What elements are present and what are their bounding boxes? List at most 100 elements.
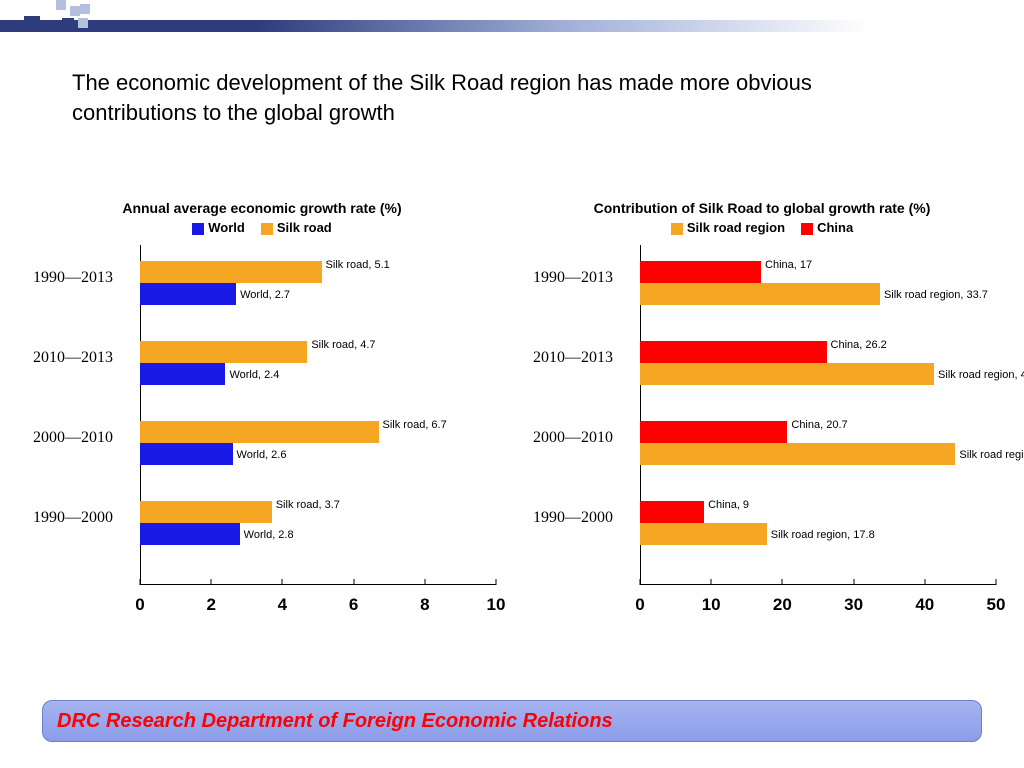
x-tick-label: 0: [135, 595, 144, 615]
tick-mark: [140, 579, 141, 585]
bar: [140, 261, 322, 283]
category-label: 2010—2013: [18, 349, 128, 367]
legend-label: Silk road region: [687, 220, 785, 235]
category-label: 1990—2013: [18, 269, 128, 287]
x-tick-label: 10: [487, 595, 506, 615]
chart-left: Annual average economic growth rate (%) …: [28, 200, 496, 615]
x-tick-label: 10: [702, 595, 721, 615]
footer-band: DRC Research Department of Foreign Econo…: [42, 700, 982, 742]
tick-mark: [924, 579, 925, 585]
category-label: 1990—2000: [518, 509, 628, 527]
charts-row: Annual average economic growth rate (%) …: [28, 200, 996, 615]
bar-value-label: Silk road, 3.7: [276, 499, 340, 511]
bar-value-label: Silk road region, 33.7: [884, 289, 988, 301]
legend-swatch: [671, 223, 683, 235]
legend-label: World: [208, 220, 245, 235]
tick-mark: [640, 579, 641, 585]
legend-label: Silk road: [277, 220, 332, 235]
bar: [640, 421, 787, 443]
bar: [140, 283, 236, 305]
tick-mark: [282, 579, 283, 585]
bar: [140, 501, 272, 523]
bar: [640, 523, 767, 545]
legend-item: Silk road region: [671, 220, 785, 235]
bar: [640, 501, 704, 523]
category-label: 2000—2010: [18, 429, 128, 447]
bar-value-label: Silk road, 4.7: [311, 339, 375, 351]
tick-mark: [853, 579, 854, 585]
bar-value-label: China, 20.7: [791, 419, 847, 431]
bar-value-label: World, 2.6: [237, 449, 287, 461]
x-tick-label: 50: [987, 595, 1006, 615]
bar-value-label: China, 9: [708, 499, 749, 511]
deco-square: [70, 6, 80, 16]
x-axis: [140, 584, 496, 585]
x-tick-label: 20: [773, 595, 792, 615]
legend-item: China: [801, 220, 853, 235]
bar-group: 1990—2000China, 9Silk road region, 17.8: [640, 495, 996, 567]
bar-value-label: World, 2.4: [229, 369, 279, 381]
x-tick-label: 40: [915, 595, 934, 615]
bar: [640, 261, 761, 283]
bar-value-label: Silk road region, 44.3: [959, 449, 1024, 461]
bar-group: 1990—2013Silk road, 5.1World, 2.7: [140, 255, 496, 327]
chart-right-legend: Silk road region China: [528, 220, 996, 235]
category-label: 2010—2013: [518, 349, 628, 367]
bar-group: 1990—2000Silk road, 3.7World, 2.8: [140, 495, 496, 567]
header-deco: [0, 0, 1024, 42]
bar-value-label: Silk road, 5.1: [326, 259, 390, 271]
legend-item: Silk road: [261, 220, 332, 235]
chart-left-title: Annual average economic growth rate (%): [28, 200, 496, 216]
bar: [140, 443, 233, 465]
x-tick-label: 30: [844, 595, 863, 615]
bar-value-label: Silk road, 6.7: [383, 419, 447, 431]
bar: [140, 523, 240, 545]
category-label: 1990—2000: [18, 509, 128, 527]
tick-mark: [996, 579, 997, 585]
chart-right-plot: 1990—2013China, 17Silk road region, 33.7…: [640, 245, 996, 615]
bar: [140, 363, 225, 385]
tick-mark: [496, 579, 497, 585]
x-tick-label: 6: [349, 595, 358, 615]
tick-mark: [711, 579, 712, 585]
tick-mark: [353, 579, 354, 585]
bar-group: 1990—2013China, 17Silk road region, 33.7: [640, 255, 996, 327]
bar-value-label: China, 17: [765, 259, 812, 271]
deco-square: [62, 18, 74, 30]
bar-value-label: World, 2.7: [240, 289, 290, 301]
category-label: 2000—2010: [518, 429, 628, 447]
bar-value-label: Silk road region, 17.8: [771, 529, 875, 541]
chart-right: Contribution of Silk Road to global grow…: [528, 200, 996, 615]
legend-label: China: [817, 220, 853, 235]
deco-square: [24, 16, 40, 32]
legend-swatch: [261, 223, 273, 235]
x-tick-label: 8: [420, 595, 429, 615]
bar-value-label: Silk road region, 41.3: [938, 369, 1024, 381]
legend-item: World: [192, 220, 245, 235]
footer-text: DRC Research Department of Foreign Econo…: [57, 710, 613, 733]
deco-square: [80, 4, 90, 14]
bar-group: 2000—2010China, 20.7Silk road region, 44…: [640, 415, 996, 487]
bar: [640, 443, 955, 465]
deco-square: [78, 18, 88, 28]
x-tick-label: 4: [278, 595, 287, 615]
chart-left-legend: World Silk road: [28, 220, 496, 235]
bar-value-label: World, 2.8: [244, 529, 294, 541]
x-tick-label: 2: [206, 595, 215, 615]
bar: [640, 341, 827, 363]
bar: [640, 363, 934, 385]
bar-group: 2010—2013Silk road, 4.7World, 2.4: [140, 335, 496, 407]
x-axis: [640, 584, 996, 585]
category-label: 1990—2013: [518, 269, 628, 287]
bar: [140, 341, 307, 363]
bar: [140, 421, 379, 443]
legend-swatch: [801, 223, 813, 235]
tick-mark: [424, 579, 425, 585]
slide-title: The economic development of the Silk Roa…: [72, 68, 832, 127]
tick-mark: [211, 579, 212, 585]
legend-swatch: [192, 223, 204, 235]
bar-group: 2010—2013China, 26.2Silk road region, 41…: [640, 335, 996, 407]
deco-square: [56, 0, 66, 10]
chart-right-title: Contribution of Silk Road to global grow…: [528, 200, 996, 216]
bar: [640, 283, 880, 305]
